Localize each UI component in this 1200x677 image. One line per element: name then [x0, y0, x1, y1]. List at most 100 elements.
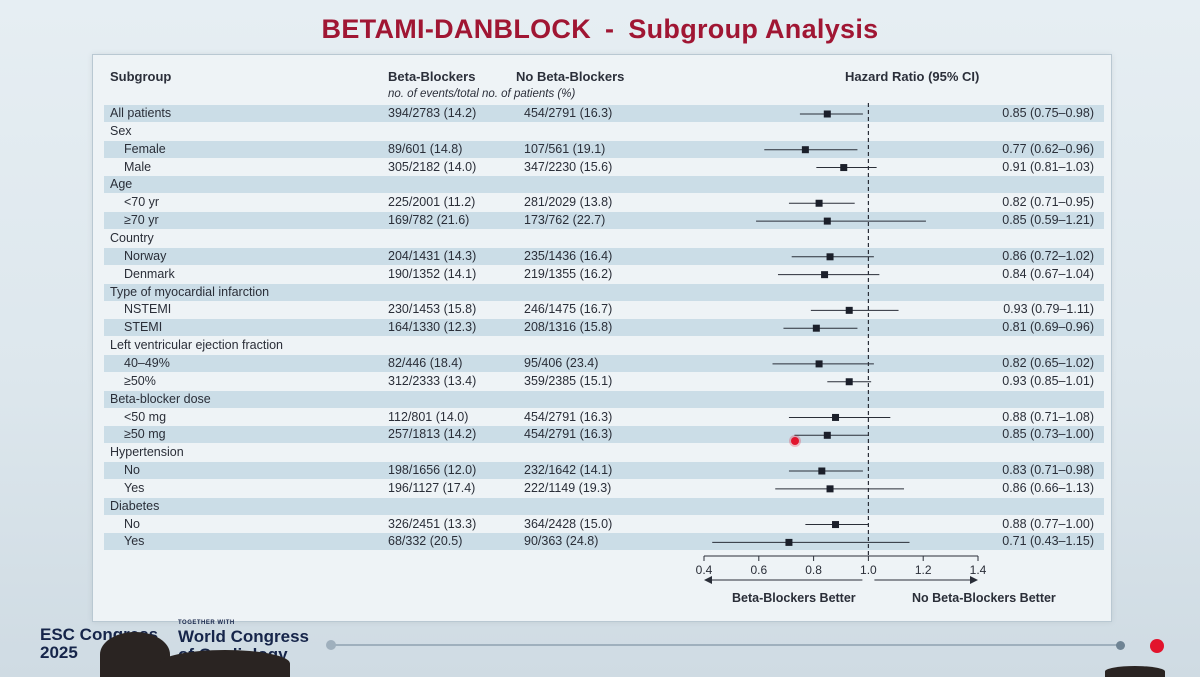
subgroup-label: Male — [124, 159, 152, 174]
hazard-ratio-text: 0.91 (0.81–1.03) — [1002, 159, 1094, 174]
beta-blockers-cell: 257/1813 (14.2) — [388, 427, 477, 442]
hazard-ratio-text: 0.88 (0.71–1.08) — [1002, 409, 1094, 424]
hazard-ratio-text: 0.93 (0.85–1.01) — [1002, 373, 1094, 388]
right-arrow-head — [970, 576, 978, 584]
beta-blockers-cell: 89/601 (14.8) — [388, 141, 463, 156]
no-beta-blockers-cell: 454/2791 (16.3) — [524, 106, 613, 120]
hr-marker — [823, 217, 831, 225]
esc-congress-year: 2025 — [40, 643, 78, 662]
subgroup-label: <70 yr — [124, 195, 160, 210]
group-header-row: Diabetes — [104, 497, 1104, 515]
hazard-ratio-text: 0.85 (0.75–0.98) — [1002, 106, 1094, 120]
table-row: All patients 394/2783 (14.2) 454/2791 (16.… — [104, 105, 1104, 122]
hr-marker — [823, 431, 831, 439]
table-row: Male 305/2182 (14.0) 347/2230 (15.6) 0.91 (… — [104, 159, 1104, 176]
group-header-row: Beta-blocker dose — [104, 390, 1104, 408]
x-axis-tick-label: 0.8 — [805, 563, 822, 577]
group-label: Left ventricular ejection fraction — [110, 338, 284, 353]
hr-marker — [785, 538, 793, 546]
beta-blockers-cell: 305/2182 (14.0) — [388, 159, 477, 174]
no-beta-blockers-cell: 219/1355 (16.2) — [524, 266, 613, 281]
audience-head — [1105, 666, 1165, 677]
subgroup-label: NSTEMI — [124, 302, 172, 317]
table-row: Female 89/601 (14.8) 107/561 (19.1) 0.77 (0… — [104, 140, 1104, 158]
table-row: Denmark 190/1352 (14.1) 219/1355 (16.2) 0.8… — [104, 266, 1104, 283]
hazard-ratio-text: 0.86 (0.72–1.02) — [1002, 248, 1094, 263]
subgroup-label: Norway — [124, 248, 167, 263]
hr-marker — [826, 485, 834, 493]
beta-blockers-cell: 82/446 (18.4) — [388, 355, 463, 370]
subgroup-label: ≥70 yr — [124, 213, 159, 228]
subgroup-label: Yes — [124, 534, 145, 549]
group-label: Beta-blocker dose — [110, 391, 211, 406]
footer: ESC Congress 2025 TOGETHER WITH World Co… — [0, 620, 1200, 677]
hr-marker — [832, 521, 840, 529]
group-label: Age — [110, 177, 133, 192]
hazard-ratio-text: 0.88 (0.77–1.00) — [1002, 516, 1094, 531]
table-row: STEMI 164/1330 (12.3) 208/1316 (15.8) 0.81 … — [104, 319, 1104, 337]
subgroup-label: ≥50 mg — [124, 427, 166, 442]
no-beta-blockers-cell: 232/1642 (14.1) — [524, 463, 613, 477]
subgroup-label: No — [124, 463, 140, 477]
hazard-ratio-text: 0.71 (0.43–1.15) — [1002, 534, 1094, 549]
title-separator: - — [605, 14, 615, 44]
hazard-ratio-text: 0.93 (0.79–1.11) — [1003, 302, 1094, 317]
hr-marker — [815, 360, 823, 368]
no-beta-blockers-cell: 347/2230 (15.6) — [524, 159, 613, 174]
x-axis-tick-label: 1.0 — [860, 563, 877, 577]
no-beta-blockers-cell: 173/762 (22.7) — [524, 213, 606, 228]
header-events-note: no. of events/total no. of patients (%) — [388, 88, 576, 100]
hazard-ratio-text: 0.82 (0.71–0.95) — [1002, 195, 1094, 210]
subgroup-label: Yes — [124, 480, 145, 495]
hr-marker — [840, 164, 848, 172]
right-direction-label: No Beta-Blockers Better — [912, 591, 1056, 605]
no-beta-blockers-cell: 90/363 (24.8) — [524, 534, 599, 549]
group-header-row: Age — [104, 176, 1104, 194]
timeline-dot — [1116, 641, 1125, 650]
hazard-ratio-text: 0.85 (0.59–1.21) — [1002, 213, 1094, 228]
table-row: ≥50% 312/2333 (13.4) 359/2385 (15.1) 0.93 (… — [104, 373, 1104, 390]
subgroup-label: All patients — [110, 106, 172, 120]
beta-blockers-cell: 312/2333 (13.4) — [388, 373, 477, 388]
beta-blockers-cell: 326/2451 (13.3) — [388, 516, 477, 531]
x-axis-tick-label: 1.2 — [915, 563, 932, 577]
left-direction-label: Beta-Blockers Better — [732, 591, 856, 605]
header-beta-blockers: Beta-Blockers — [388, 69, 476, 84]
group-label: Country — [110, 231, 154, 245]
together-with-label: TOGETHER WITH — [178, 620, 235, 626]
table-row: 40–49% 82/446 (18.4) 95/406 (23.4) 0.82 (0.… — [104, 354, 1104, 372]
x-axis-tick-label: 0.6 — [750, 563, 767, 577]
beta-blockers-cell: 394/2783 (14.2) — [388, 106, 477, 120]
beta-blockers-cell: 230/1453 (15.8) — [388, 302, 477, 317]
beta-blockers-cell: 196/1127 (17.4) — [388, 480, 476, 495]
hazard-ratio-text: 0.82 (0.65–1.02) — [1002, 355, 1094, 370]
hr-marker — [812, 324, 820, 332]
group-label: Sex — [110, 123, 132, 138]
hazard-ratio-text: 0.84 (0.67–1.04) — [1002, 266, 1094, 281]
no-beta-blockers-cell: 235/1436 (16.4) — [524, 248, 613, 263]
no-beta-blockers-cell: 208/1316 (15.8) — [524, 320, 613, 335]
group-label: Type of myocardial infarction — [110, 284, 270, 299]
beta-blockers-cell: 112/801 (14.0) — [388, 409, 469, 424]
group-label: Hypertension — [110, 445, 184, 460]
subgroup-label: <50 mg — [124, 409, 167, 424]
table-row: ≥50 mg 257/1813 (14.2) 454/2791 (16.3) 0.85… — [104, 426, 1104, 444]
hr-marker — [823, 110, 831, 118]
group-header-row: Left ventricular ejection fraction — [104, 337, 1104, 354]
hr-marker — [832, 413, 840, 421]
table-row: Yes 68/332 (20.5) 90/363 (24.8) 0.71 (0.43–… — [104, 533, 1104, 551]
slide-title: BETAMI-DANBLOCK - Subgroup Analysis — [0, 14, 1200, 45]
group-header-row: Sex — [104, 123, 1104, 140]
no-beta-blockers-cell: 222/1149 (19.3) — [524, 480, 612, 495]
hr-marker — [826, 253, 834, 261]
timeline-current-dot — [1150, 639, 1164, 653]
laser-pointer-dot — [791, 437, 799, 445]
progress-timeline — [330, 644, 1122, 646]
no-beta-blockers-cell: 281/2029 (13.8) — [524, 195, 613, 210]
hr-marker — [821, 271, 829, 279]
no-beta-blockers-cell: 107/561 (19.1) — [524, 141, 606, 156]
table-row: No 326/2451 (13.3) 364/2428 (15.0) 0.88 (0.… — [104, 516, 1104, 533]
group-header-row: Hypertension — [104, 444, 1104, 461]
no-beta-blockers-cell: 454/2791 (16.3) — [524, 427, 613, 442]
